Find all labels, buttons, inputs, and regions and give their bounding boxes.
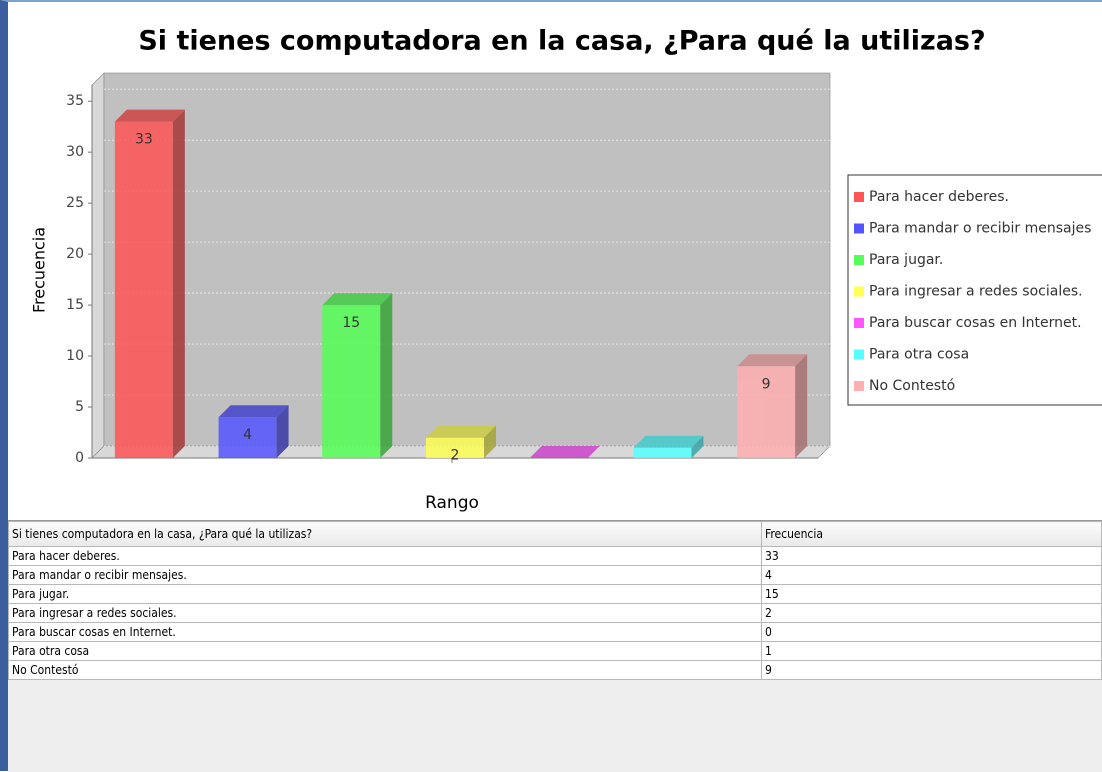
table-cell: 33 [761, 546, 1102, 566]
data-label: 15 [342, 315, 360, 331]
data-label: 9 [762, 376, 771, 392]
table-cell: Para mandar o recibir mensajes. [8, 565, 762, 585]
legend-label: Para hacer deberes. [869, 189, 1009, 205]
legend-swatch [854, 381, 864, 391]
plot-side-wall [91, 72, 105, 459]
data-label: 33 [135, 132, 153, 148]
table-header: Si tienes computadora en la casa, ¿Para … [8, 521, 1102, 547]
y-tick-label: 5 [75, 399, 84, 415]
y-tick-label: 20 [66, 246, 84, 262]
bar-front [218, 417, 277, 458]
y-tick-label: 10 [66, 348, 84, 364]
bar-top [426, 425, 496, 438]
y-tick-label: 15 [66, 297, 84, 313]
y-tick-label: 35 [66, 93, 84, 109]
table-cell: 9 [761, 660, 1102, 680]
table-row: Para ingresar a redes sociales. 2 [8, 603, 1102, 623]
plot-back-wall [103, 72, 831, 447]
table-cell: Para jugar. [8, 584, 762, 604]
legend-label: No Contestó [869, 378, 955, 394]
bar-top [737, 354, 808, 367]
bar-top [322, 293, 393, 306]
legend-label: Para jugar. [869, 252, 943, 268]
table: Si tienes computadora en la casa, ¿Para … [8, 521, 1102, 680]
table-cell: 1 [761, 641, 1102, 661]
table-cell: Para hacer deberes. [8, 546, 762, 566]
table-row: Para jugar. 15 [8, 584, 1102, 604]
table-cell: 4 [761, 565, 1102, 585]
table-cell: No Contestó [8, 660, 762, 680]
bar [322, 293, 393, 458]
bar-front [114, 121, 173, 458]
table-cell: 0 [761, 622, 1102, 642]
bar-side [172, 109, 185, 458]
table-cell: Para buscar cosas en Internet. [8, 622, 762, 642]
legend-swatch [854, 192, 864, 202]
table-cell: Para ingresar a redes sociales. [8, 603, 762, 623]
y-axis-label: Frecuencia [30, 227, 49, 313]
bar-side [484, 425, 496, 458]
bar-front [322, 305, 381, 458]
table-row: No Contestó 9 [8, 660, 1102, 680]
table-row: Para buscar cosas en Internet. 0 [8, 622, 1102, 642]
bar-front [426, 437, 484, 458]
legend-box [847, 174, 1102, 406]
legend-swatch [854, 223, 864, 234]
header-cell: Si tienes computadora en la casa, ¿Para … [8, 521, 762, 547]
table-cell: Para otra cosa [8, 641, 762, 661]
bar-side [380, 293, 393, 458]
bar-top [529, 446, 600, 458]
bar-top [114, 109, 185, 122]
data-label: 4 [243, 427, 252, 443]
y-tick-label: 30 [66, 144, 84, 160]
legend-swatch [854, 286, 864, 297]
y-tick-label: 25 [66, 195, 84, 211]
bar [633, 435, 704, 458]
legend-label: Para ingresar a redes sociales. [869, 284, 1083, 300]
header-cell: Frecuencia [761, 521, 1102, 547]
data-label: 2 [451, 448, 460, 464]
bar [114, 109, 185, 458]
chart-title: Si tienes computadora en la casa, ¿Para … [138, 26, 985, 57]
table-cell: 2 [761, 603, 1102, 623]
bar-front [737, 366, 796, 458]
table-row: Para hacer deberes. 33 [8, 546, 1102, 566]
bar-side [795, 354, 808, 458]
bar [737, 354, 808, 458]
bar [426, 425, 496, 458]
bar-side [691, 435, 704, 458]
legend-swatch [854, 255, 864, 265]
legend-swatch [854, 318, 864, 328]
bar-front [633, 447, 692, 458]
legend-swatch [854, 349, 864, 360]
bar-top [218, 405, 289, 418]
legend-label: Para buscar cosas en Internet. [869, 315, 1082, 331]
bar-top [633, 435, 704, 448]
bar [529, 446, 600, 458]
table-cell: 15 [761, 584, 1102, 604]
chart: Si tienes computadora en la casa, ¿Para … [30, 26, 1102, 513]
bar [218, 405, 289, 458]
bar-side [276, 405, 289, 458]
legend-label: Para mandar o recibir mensajes [869, 221, 1091, 237]
legend-label: Para otra cosa [869, 347, 969, 363]
table-row: Para otra cosa 1 [8, 641, 1102, 661]
y-tick-label: 0 [75, 450, 84, 466]
table-row: Para mandar o recibir mensajes. 4 [8, 565, 1102, 585]
data-table: Si tienes computadora en la casa, ¿Para … [8, 520, 1102, 772]
x-axis-label: Rango [425, 493, 479, 513]
